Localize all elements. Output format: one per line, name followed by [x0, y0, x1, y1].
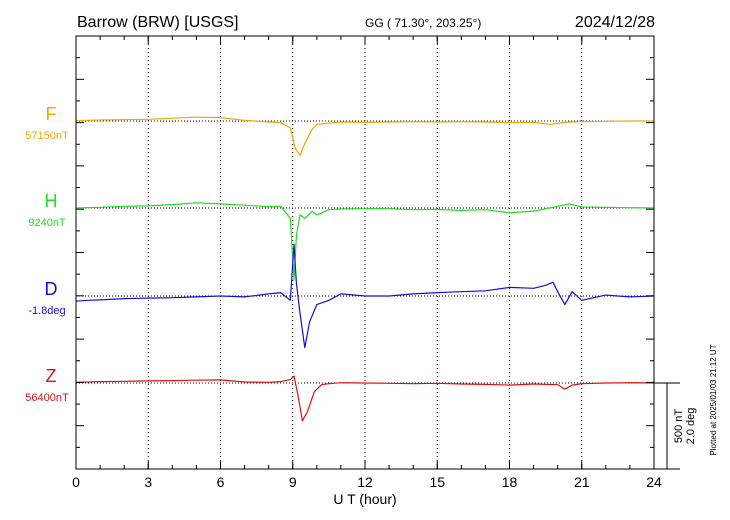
x-axis-ticks: 0 3 6 9 12 15 18 21 24: [72, 36, 662, 490]
x-tick-label-9: 9: [289, 474, 297, 490]
series-baseline-d: -1.8deg: [28, 305, 65, 317]
x-axis-label: U T (hour): [333, 491, 396, 507]
plot-date: 2024/12/28: [575, 14, 655, 31]
series-name-z: Z: [46, 366, 57, 386]
x-tick-label-6: 6: [217, 474, 225, 490]
series-baseline-h: 9240nT: [28, 217, 66, 229]
scale-label-nt: 500 nT: [673, 409, 685, 444]
x-tick-label-12: 12: [357, 474, 373, 490]
y-tick-marks: [76, 35, 654, 470]
x-tick-label-0: 0: [72, 474, 80, 490]
series-baseline-z: 56400nT: [25, 392, 69, 404]
series-line-f: [75, 116, 654, 156]
grid-lines: [147, 36, 583, 469]
series-name-h: H: [45, 191, 58, 211]
x-tick-label-24: 24: [646, 474, 662, 490]
series-line-z: [75, 375, 655, 422]
series-baseline-f: 57150nT: [25, 130, 69, 142]
x-tick-label-15: 15: [429, 474, 445, 490]
station-title: Barrow (BRW) [USGS]: [77, 14, 239, 31]
scale-label-deg: 2.0 deg: [685, 408, 697, 445]
series-lines: [75, 116, 655, 422]
x-tick-label-18: 18: [502, 474, 518, 490]
series-labels: F 57150nT H 9240nT D -1.8deg Z 56400nT: [25, 104, 69, 404]
x-tick-label-21: 21: [574, 474, 590, 490]
plotted-at-note: Plotted at 2025/01/03 21:12 UT: [709, 344, 718, 455]
series-name-d: D: [45, 279, 58, 299]
station-coordinates: GG ( 71.30°, 203.25°): [365, 16, 481, 30]
series-line-h: [75, 202, 655, 281]
series-line-d: [75, 243, 655, 349]
x-tick-label-3: 3: [144, 474, 152, 490]
series-name-f: F: [46, 104, 57, 124]
